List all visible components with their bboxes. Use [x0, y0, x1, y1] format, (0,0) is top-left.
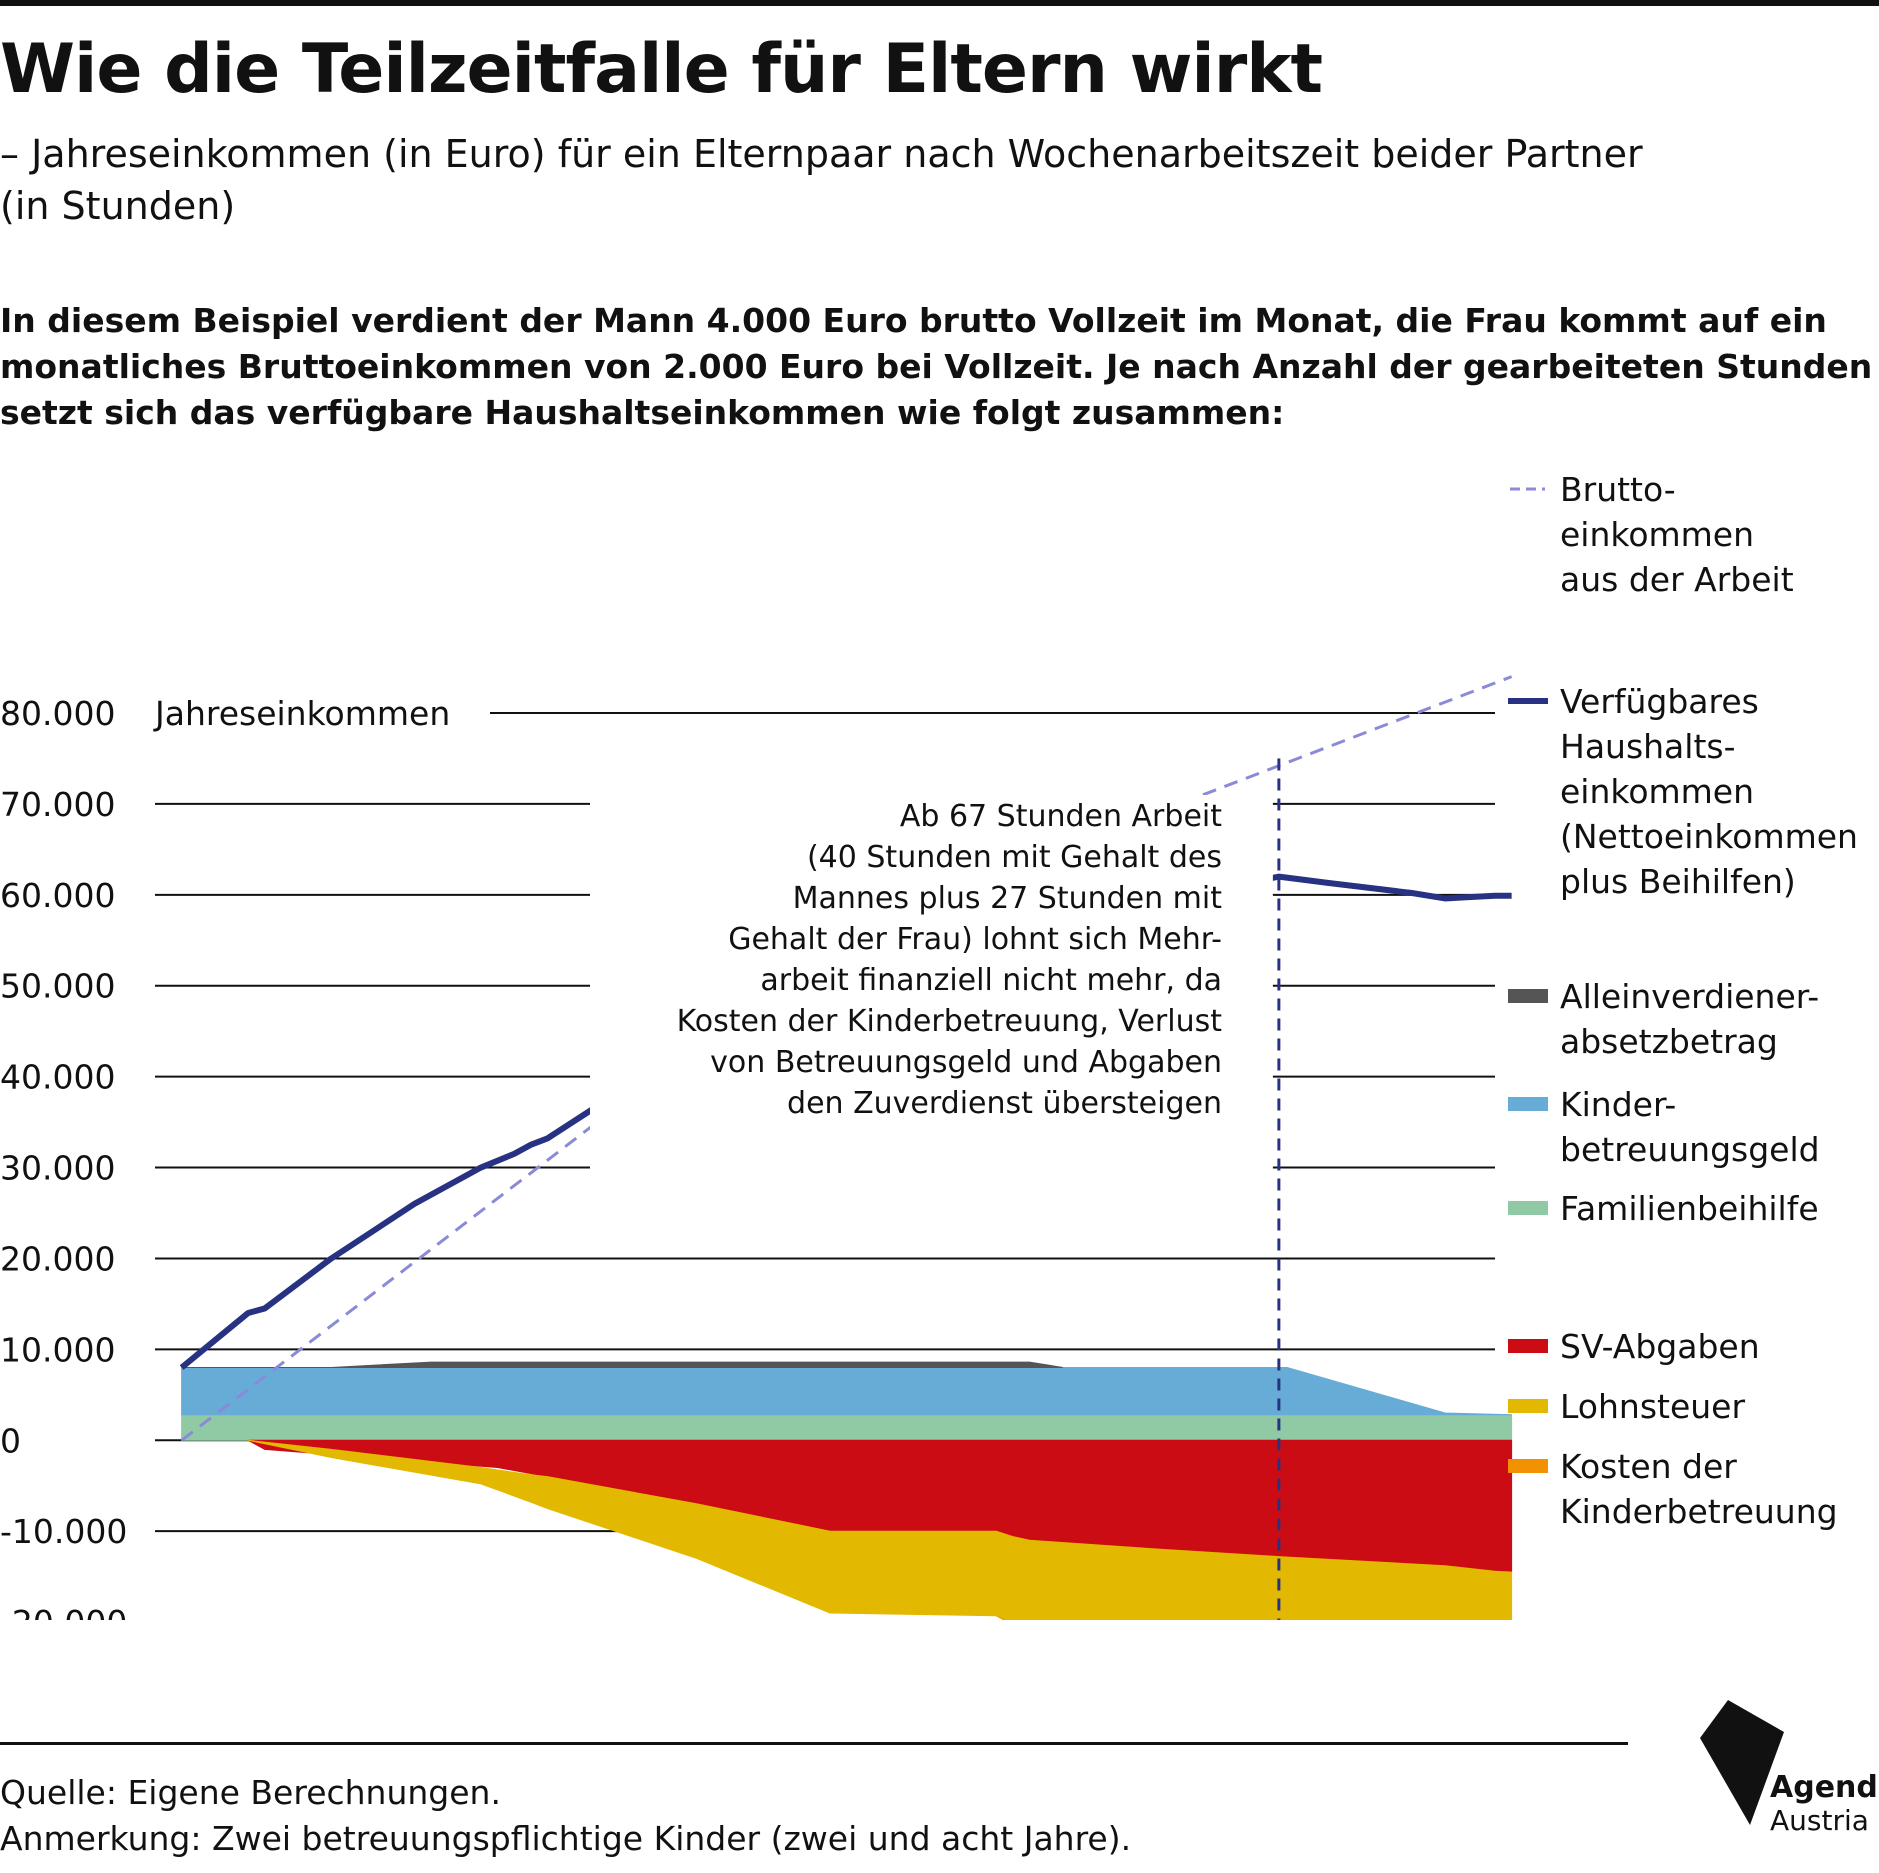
y-tick-label: 0 [0, 1421, 21, 1460]
y-tick-label: 10.000 [0, 1330, 115, 1369]
y-axis-label: Jahreseinkommen [153, 694, 450, 733]
annotation-line: Mannes plus 27 Stunden mit [793, 881, 1223, 916]
ylabel-background [150, 681, 490, 727]
annotation-line: Ab 67 Stunden Arbeit [900, 799, 1222, 834]
y-tick-label: 80.000 [0, 694, 115, 733]
legend-label-lohnsteuer: Lohnsteuer [1560, 1387, 1745, 1426]
area-kinderbetreuungsgeld [181, 1367, 1512, 1416]
footnote: Anmerkung: Zwei betreuungspflichtige Kin… [0, 1819, 1132, 1858]
y-tick-label: -10.000 [0, 1512, 127, 1551]
top-rule [0, 0, 1879, 6]
source-note: Quelle: Eigene Berechnungen. [0, 1773, 501, 1812]
annotation-line: Kosten der Kinderbetreuung, Verlust [677, 1004, 1223, 1039]
y-tick-label: 70.000 [0, 785, 115, 824]
annotation-line: (40 Stunden mit Gehalt des [807, 840, 1222, 875]
legend-label-brutto: aus der Arbeit [1560, 560, 1794, 599]
legend: Brutto-einkommen aus der Arbeit Verfügbare… [1508, 470, 1858, 1531]
income-chart: Ab 67 Stunden Arbeit (40 Stunden mit Geha… [0, 470, 1858, 1620]
area-lohnsteuer [247, 1439, 1513, 1620]
area-familienbeihilfe [181, 1414, 1513, 1441]
legend-label-allein: Alleinverdiener- [1560, 977, 1819, 1016]
annotation-line: den Zuverdienst übersteigen [787, 1086, 1222, 1121]
annotation-background [590, 795, 1273, 1185]
legend-label-allein: absetzbetrag [1560, 1022, 1778, 1061]
legend-label-verfuegbar: Haushalts- [1560, 727, 1736, 766]
legend-label-familienbeihilfe: Familienbeihilfe [1560, 1189, 1819, 1228]
legend-label-verfuegbar: (Nettoeinkommen [1560, 817, 1858, 856]
legend-label-kosten: Kinderbetreuung [1560, 1492, 1838, 1531]
y-tick-label: 50.000 [0, 967, 115, 1006]
bottom-rule [0, 1742, 1628, 1745]
legend-label-brutto: einkommen [1560, 515, 1754, 554]
legend-label-brutto: Brutto- [1560, 470, 1676, 509]
annotation-line: Gehalt der Frau) lohnt sich Mehr- [728, 922, 1222, 957]
agenda-austria-logo [1700, 1700, 1784, 1825]
chart-title: Wie die Teilzeitfalle für Eltern wirkt [0, 30, 1323, 109]
y-tick-label: 60.000 [0, 876, 115, 915]
legend-label-kinderbetreuungsgeld: Kinder- [1560, 1085, 1676, 1124]
logo-shape-icon [1700, 1700, 1784, 1825]
legend-label-kinderbetreuungsgeld: betreuungsgeld [1560, 1130, 1820, 1169]
legend-swatch-sv [1508, 1339, 1548, 1353]
legend-label-kosten: Kosten der [1560, 1447, 1737, 1486]
legend-swatch-familienbeihilfe [1508, 1201, 1548, 1215]
legend-label-verfuegbar: plus Beihilfen) [1560, 862, 1796, 901]
y-tick-label: 30.000 [0, 1149, 115, 1188]
legend-label-verfuegbar: einkommen [1560, 772, 1754, 811]
legend-swatch-kinderbetreuungsgeld [1508, 1097, 1548, 1111]
y-tick-label: -20.000 [0, 1603, 127, 1620]
legend-swatch-lohnsteuer [1508, 1399, 1548, 1413]
logo-word-austria: Austria [1770, 1804, 1869, 1837]
y-tick-label: 40.000 [0, 1058, 115, 1097]
legend-swatch-allein [1508, 989, 1548, 1003]
stacked-areas [181, 1361, 1513, 1620]
chart-subtitle: – Jahreseinkommen (in Euro) für ein Elte… [0, 132, 1643, 228]
legend-swatch-kosten [1508, 1459, 1548, 1473]
annotation-line: arbeit finanziell nicht mehr, da [760, 963, 1222, 998]
logo-word-agenda: Agenda [1770, 1770, 1879, 1805]
axis-labels: -30.000-20.000-10.000010.00020.00030.000… [0, 681, 490, 1620]
legend-label-verfuegbar: Verfügbares [1560, 682, 1759, 721]
annotation-line: von Betreuungsgeld und Abgaben [710, 1045, 1222, 1080]
y-tick-label: 20.000 [0, 1239, 115, 1278]
intro-text: In diesem Beispiel verdient der Mann 4.0… [0, 301, 1873, 432]
annotation: Ab 67 Stunden Arbeit (40 Stunden mit Geha… [590, 758, 1281, 1620]
legend-label-sv: SV-Abgaben [1560, 1327, 1760, 1366]
area-allein [181, 1361, 1063, 1368]
